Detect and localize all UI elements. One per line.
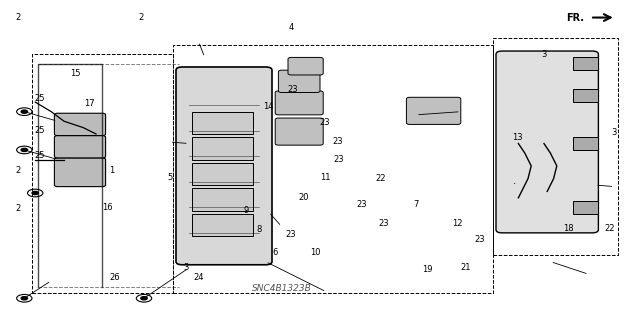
FancyBboxPatch shape: [54, 113, 106, 136]
Text: 17: 17: [84, 99, 95, 108]
FancyBboxPatch shape: [275, 118, 323, 145]
Bar: [192, 214, 253, 236]
Text: 22: 22: [376, 174, 386, 183]
Text: 7: 7: [413, 200, 419, 209]
Text: 12: 12: [452, 219, 463, 228]
Circle shape: [32, 191, 38, 195]
Text: 2: 2: [15, 166, 20, 175]
Text: 23: 23: [379, 219, 389, 228]
Text: 1: 1: [109, 166, 115, 175]
Text: 25: 25: [35, 151, 45, 160]
Text: 24: 24: [193, 273, 204, 282]
Bar: [192, 112, 253, 134]
Text: 10: 10: [310, 248, 320, 256]
Text: 21: 21: [461, 263, 471, 272]
Bar: [192, 137, 253, 160]
Text: 3: 3: [183, 263, 188, 272]
Text: 23: 23: [334, 155, 344, 164]
Bar: [173, 45, 493, 293]
Text: 23: 23: [475, 235, 485, 244]
Text: 3: 3: [541, 50, 547, 59]
Bar: [573, 57, 598, 70]
Text: 3: 3: [612, 128, 617, 137]
Bar: [573, 137, 598, 150]
Text: 23: 23: [333, 137, 343, 146]
FancyBboxPatch shape: [54, 158, 106, 187]
Text: 11: 11: [320, 173, 330, 182]
Circle shape: [21, 110, 28, 113]
Text: 19: 19: [422, 265, 433, 274]
Text: 25: 25: [35, 94, 45, 103]
FancyBboxPatch shape: [406, 97, 461, 124]
Text: 9: 9: [244, 206, 249, 215]
Text: 4: 4: [289, 23, 294, 32]
Bar: [192, 163, 253, 185]
Text: 14: 14: [264, 102, 274, 111]
FancyBboxPatch shape: [176, 67, 272, 265]
FancyBboxPatch shape: [54, 136, 106, 158]
Text: 5: 5: [167, 173, 172, 182]
Text: 23: 23: [320, 118, 330, 127]
Bar: [573, 201, 598, 214]
Circle shape: [141, 297, 147, 300]
Text: SNC4B1323B: SNC4B1323B: [252, 284, 312, 293]
FancyBboxPatch shape: [288, 57, 323, 75]
Text: 20: 20: [299, 193, 309, 202]
Text: 2: 2: [138, 13, 143, 22]
Bar: [573, 89, 598, 102]
FancyBboxPatch shape: [275, 91, 323, 115]
Circle shape: [21, 148, 28, 152]
FancyBboxPatch shape: [496, 51, 598, 233]
Circle shape: [21, 297, 28, 300]
Text: 23: 23: [288, 85, 298, 94]
Text: 18: 18: [563, 224, 573, 233]
Text: 13: 13: [512, 133, 522, 142]
Text: 23: 23: [286, 230, 296, 239]
Text: 22: 22: [604, 224, 614, 233]
Text: 16: 16: [102, 203, 113, 212]
Text: 15: 15: [70, 69, 81, 78]
Text: FR.: FR.: [566, 12, 584, 23]
FancyBboxPatch shape: [278, 70, 320, 93]
Bar: [493, 38, 618, 255]
Text: 6: 6: [273, 248, 278, 256]
Bar: [192, 188, 253, 211]
Text: 23: 23: [356, 200, 367, 209]
Text: 2: 2: [15, 13, 20, 22]
Text: 26: 26: [110, 273, 120, 282]
Text: 8: 8: [257, 225, 262, 234]
Text: 25: 25: [35, 126, 45, 135]
Text: 2: 2: [15, 204, 20, 213]
Bar: [32, 54, 173, 293]
